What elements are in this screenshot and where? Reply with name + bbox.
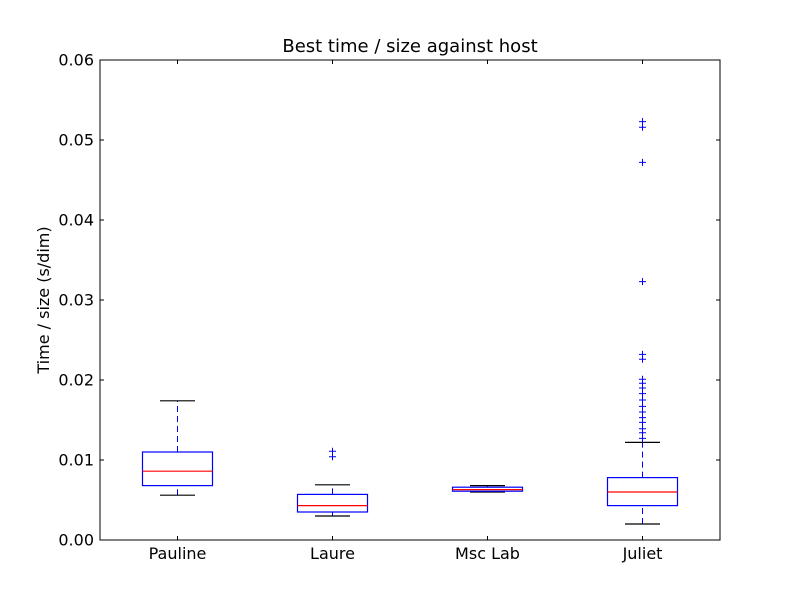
outlier-point xyxy=(639,158,646,166)
x-tick-label: Juliet xyxy=(622,544,663,563)
box-group-msc-lab xyxy=(451,485,524,493)
outlier-point xyxy=(639,396,646,404)
y-axis-label: Time / size (s/dim) xyxy=(34,226,53,374)
outlier-point xyxy=(639,350,646,358)
outlier-point xyxy=(639,425,646,433)
y-tick-label: 0.01 xyxy=(58,451,94,470)
y-tick-label: 0.04 xyxy=(58,211,94,230)
x-tick-label: Msc Lab xyxy=(455,544,520,563)
y-tick-label: 0.03 xyxy=(58,291,94,310)
outlier-point xyxy=(639,375,646,383)
box-group-laure xyxy=(296,447,369,517)
x-tick-label: Laure xyxy=(310,544,355,563)
outlier-point xyxy=(329,447,336,455)
box-group-juliet xyxy=(606,118,679,525)
y-tick-label: 0.02 xyxy=(58,371,94,390)
y-tick-label: 0.06 xyxy=(58,51,94,70)
iqr-box xyxy=(141,451,214,487)
outlier-point xyxy=(639,118,646,126)
y-tick-label: 0.05 xyxy=(58,131,94,150)
chart-title: Best time / size against host xyxy=(282,36,537,57)
outlier-point xyxy=(639,402,646,410)
box-group-pauline xyxy=(141,400,214,496)
iqr-box xyxy=(296,493,369,513)
plot-frame xyxy=(99,59,721,541)
outlier-point xyxy=(639,278,646,286)
x-tick-label: Pauline xyxy=(149,544,207,563)
y-tick-label: 0.00 xyxy=(58,531,94,550)
